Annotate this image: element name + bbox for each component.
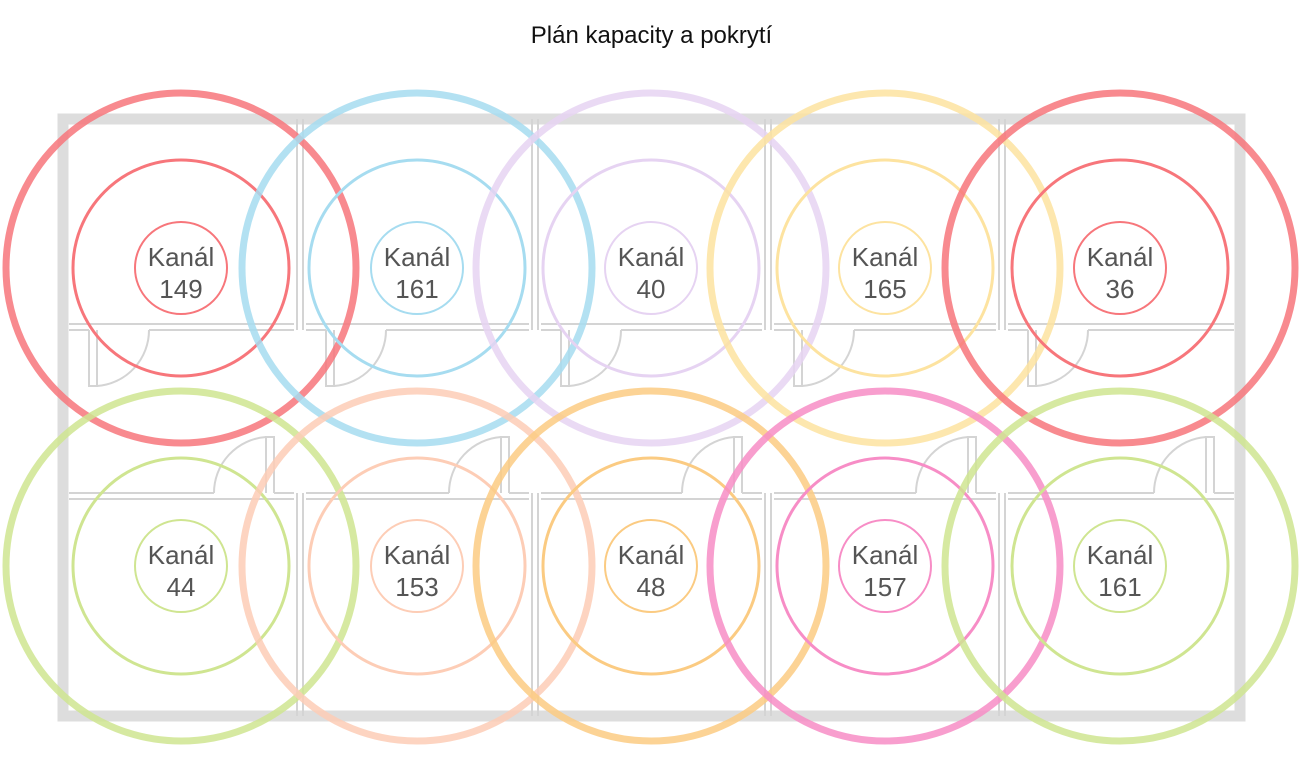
building-outer-wall: [57, 113, 1246, 722]
inner-coverage-circle: [307, 456, 527, 676]
channel-number: 36: [1106, 274, 1135, 304]
access-point-marker: [604, 519, 698, 613]
access-point-marker: [604, 221, 698, 315]
floor-plan-walls: [57, 113, 1246, 722]
access-point-marker: [1073, 221, 1167, 315]
channel-label: Kanál: [384, 242, 451, 272]
channel-label: Kanál: [384, 540, 451, 570]
door-swing-arc: [333, 329, 388, 387]
inner-coverage-circle: [1010, 456, 1230, 676]
outer-coverage-circle: [706, 387, 1064, 745]
channel-number: 48: [637, 572, 666, 602]
channel-number: 149: [159, 274, 202, 304]
inner-coverage-circle: [541, 456, 761, 676]
access-point-marker: [838, 221, 932, 315]
door-swing-arc: [801, 329, 856, 387]
inner-coverage-circle: [541, 158, 761, 378]
door-swing-arc: [1035, 329, 1090, 387]
door-swing-arc: [1152, 436, 1207, 494]
channel-label: Kanál: [148, 540, 215, 570]
door-swing-arc: [96, 329, 151, 387]
door-swing-arc: [568, 329, 623, 387]
inner-coverage-circle: [307, 158, 527, 378]
door: [88, 330, 98, 387]
door-swing-arc: [212, 436, 267, 494]
access-point-marker: [134, 519, 228, 613]
outer-coverage-circle: [706, 89, 1064, 447]
channel-label: Kanál: [1087, 242, 1154, 272]
inner-coverage-circle: [1010, 158, 1230, 378]
channel-label: Kanál: [852, 242, 919, 272]
door-swing-arc: [914, 436, 969, 494]
coverage-circles: Kanál149Kanál161Kanál40Kanál165Kanál36Ka…: [2, 89, 1299, 745]
channel-number: 44: [167, 572, 196, 602]
door-swing-arc: [447, 436, 502, 494]
channel-number: 157: [863, 572, 906, 602]
outer-coverage-circle: [472, 387, 830, 745]
outer-coverage-circle: [238, 89, 596, 447]
outer-coverage-circle: [2, 89, 360, 447]
channel-number: 161: [1098, 572, 1141, 602]
channel-number: 165: [863, 274, 906, 304]
access-point-marker: [1073, 519, 1167, 613]
channel-label: Kanál: [148, 242, 215, 272]
inner-coverage-circle: [775, 158, 995, 378]
diagram-title: Plán kapacity a pokrytí: [530, 22, 773, 49]
inner-coverage-circle: [71, 158, 291, 378]
access-point-marker: [370, 519, 464, 613]
outer-coverage-circle: [238, 387, 596, 745]
door-swing-arc: [680, 436, 735, 494]
outer-coverage-circle: [472, 89, 830, 447]
outer-coverage-circle: [941, 89, 1299, 447]
outer-coverage-circle: [941, 387, 1299, 745]
channel-number: 40: [637, 274, 666, 304]
channel-number: 161: [395, 274, 438, 304]
access-point-marker: [370, 221, 464, 315]
inner-coverage-circle: [775, 456, 995, 676]
channel-number: 153: [395, 572, 438, 602]
channel-label: Kanál: [618, 540, 685, 570]
access-point-marker: [134, 221, 228, 315]
channel-label: Kanál: [1087, 540, 1154, 570]
outer-coverage-circle: [2, 387, 360, 745]
channel-label: Kanál: [618, 242, 685, 272]
channel-label: Kanál: [852, 540, 919, 570]
access-point-marker: [838, 519, 932, 613]
door: [1205, 436, 1215, 493]
inner-coverage-circle: [71, 456, 291, 676]
